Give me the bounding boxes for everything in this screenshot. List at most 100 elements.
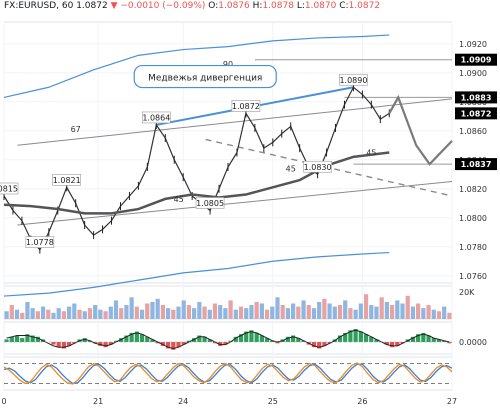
close-label: C: — [339, 1, 349, 11]
volume-bar — [218, 305, 223, 319]
price-tick-label: 1.0920 — [459, 40, 487, 49]
histogram-bar — [93, 342, 98, 344]
histogram-bar — [218, 342, 223, 346]
volume-bar — [139, 309, 145, 319]
oscillator-pane — [3, 356, 453, 391]
volume-bar — [98, 309, 103, 319]
histogram-bar — [285, 336, 291, 342]
open-value: 1.0876 — [218, 1, 250, 11]
time-tick-label: 24 — [178, 397, 188, 406]
volume-bar — [285, 308, 291, 319]
price-tick-label: 1.0900 — [459, 69, 487, 78]
histogram-bar — [186, 340, 192, 342]
low-value: 1.0870 — [304, 1, 337, 11]
volume-bar — [311, 308, 317, 319]
histogram-bar — [249, 330, 254, 342]
volume-bar — [134, 306, 139, 319]
angle-label: 45 — [286, 164, 296, 173]
volume-bar — [77, 309, 82, 319]
histogram-bar — [447, 342, 452, 344]
volume-bar — [181, 300, 186, 319]
annotation-text: Медвежья дивергенция — [148, 74, 262, 84]
histogram-bar — [259, 335, 264, 342]
volume-bar — [264, 309, 270, 319]
volume-bar — [296, 306, 301, 319]
histogram-bar — [155, 342, 160, 344]
volume-bar — [348, 308, 353, 319]
volume-bar — [270, 306, 275, 319]
histogram-bar — [384, 342, 389, 345]
histogram-bar — [35, 336, 40, 342]
volume-bar — [207, 309, 212, 319]
histogram-bar — [4, 339, 9, 342]
volume-bar — [192, 308, 197, 319]
price-tick-label: 1.0760 — [459, 272, 487, 281]
price-label: 1.0821 — [52, 174, 82, 186]
price-tick-label: 1.0780 — [459, 243, 487, 252]
histogram-bar — [431, 338, 436, 342]
volume-bar — [426, 305, 431, 319]
close-value: 1.0872 — [348, 1, 381, 11]
angle-label: 45 — [366, 148, 376, 157]
histogram-bar — [181, 342, 186, 345]
volume-bar — [291, 303, 296, 319]
volume-bar — [431, 309, 436, 319]
price-tick-label: 1.0860 — [459, 127, 487, 136]
histogram-bar — [72, 342, 77, 344]
volume-bar — [447, 312, 452, 319]
volume-bar — [379, 297, 384, 319]
volume-bar — [35, 311, 40, 319]
price-label: 1.0830 — [303, 160, 332, 173]
time-tick-label: 26 — [357, 397, 367, 406]
histogram-bar — [56, 342, 61, 348]
price-label-text: 1.0890 — [339, 76, 367, 85]
volume-axis-label: 20K — [459, 288, 475, 297]
histogram-bar — [113, 340, 119, 342]
histogram-bar — [395, 342, 400, 346]
time-tick-label: 21 — [93, 397, 103, 406]
volume-bar — [332, 306, 337, 319]
time-tick-label: 27 — [447, 397, 457, 406]
histogram-bar — [119, 338, 124, 342]
histogram-bar — [51, 342, 56, 345]
histogram-bar — [223, 342, 228, 345]
volume-bar — [14, 309, 20, 319]
oscillator-orange-line — [3, 362, 453, 385]
volume-bar — [238, 306, 244, 319]
histogram-axis-label: 0.0000 — [459, 338, 487, 347]
volume-bar — [343, 300, 348, 319]
channel-line — [17, 181, 453, 226]
histogram-bar — [9, 336, 14, 342]
volume-bar — [46, 309, 51, 319]
histogram-bar — [87, 340, 93, 342]
histogram-bar — [150, 339, 155, 342]
volume-bar — [212, 303, 218, 319]
volume-bar — [186, 305, 192, 319]
histogram-bar — [67, 342, 72, 346]
volume-bar — [400, 303, 405, 319]
angle-label: 45 — [174, 195, 184, 204]
histogram-bar — [442, 340, 447, 342]
histogram-pane — [3, 321, 453, 355]
histogram-bar — [426, 335, 431, 342]
volume-bar — [93, 305, 98, 319]
histogram-bar — [165, 342, 171, 349]
volume-bar — [72, 303, 77, 319]
price-badge — [455, 107, 497, 120]
volume-bar — [202, 306, 207, 319]
volume-bar — [442, 306, 447, 319]
volume-bar — [9, 305, 14, 319]
chart-header: FX:EURUSD, 60 1.0872 ▼ −0.0010 (−0.09%) … — [4, 1, 380, 11]
volume-bar — [145, 303, 150, 319]
volume-bar — [405, 295, 410, 319]
volume-bar — [421, 308, 426, 319]
histogram-bar — [25, 334, 30, 342]
price-label-text: 1.0805 — [196, 199, 224, 208]
volume-bar — [363, 294, 369, 319]
volume-bar — [82, 311, 87, 319]
histogram-bar — [61, 342, 67, 349]
histogram-bar — [124, 335, 129, 342]
price-label-text: 1.0821 — [53, 176, 81, 185]
histogram-bar — [129, 332, 134, 342]
